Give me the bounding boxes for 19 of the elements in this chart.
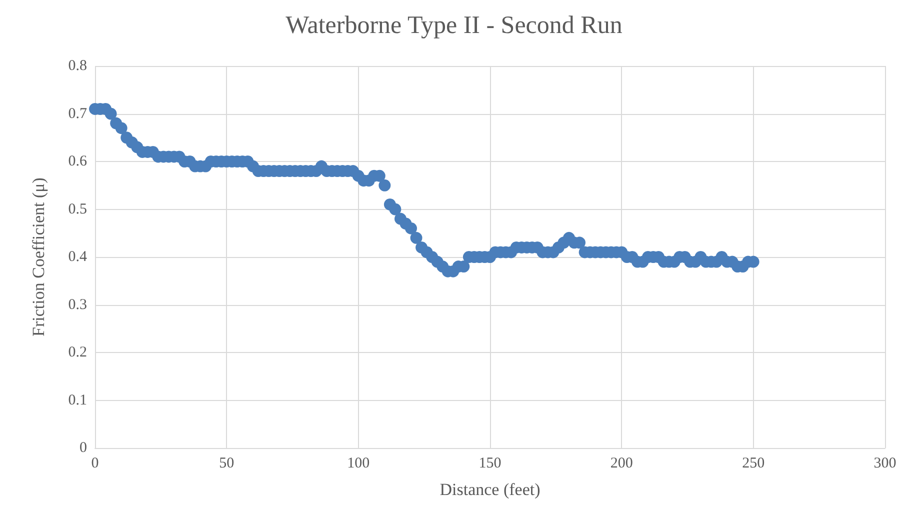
y-axis-title: Friction Coefficient (μ) (29, 178, 48, 336)
chart-title: Waterborne Type II - Second Run (286, 12, 623, 39)
x-tick-label: 300 (874, 456, 896, 472)
y-tick-label: 0 (80, 440, 87, 456)
y-tick-label: 0.1 (68, 392, 87, 408)
x-tick-label: 50 (219, 456, 234, 472)
x-tick-label: 200 (610, 456, 633, 472)
y-tick-label: 0.3 (68, 296, 87, 313)
x-tick-label: 100 (347, 456, 370, 472)
y-tick-label: 0.8 (68, 58, 87, 74)
x-tick-label: 150 (478, 456, 502, 472)
x-tick-label: 250 (742, 456, 765, 472)
x-tick-label: 0 (91, 456, 99, 472)
y-tick-label: 0.5 (68, 201, 87, 218)
y-tick-label: 0.2 (68, 344, 87, 360)
y-tick-label: 0.4 (68, 249, 88, 265)
x-axis-title: Distance (feet) (440, 480, 540, 499)
y-tick-label: 0.7 (68, 106, 88, 122)
y-tick-label: 0.6 (68, 154, 88, 170)
